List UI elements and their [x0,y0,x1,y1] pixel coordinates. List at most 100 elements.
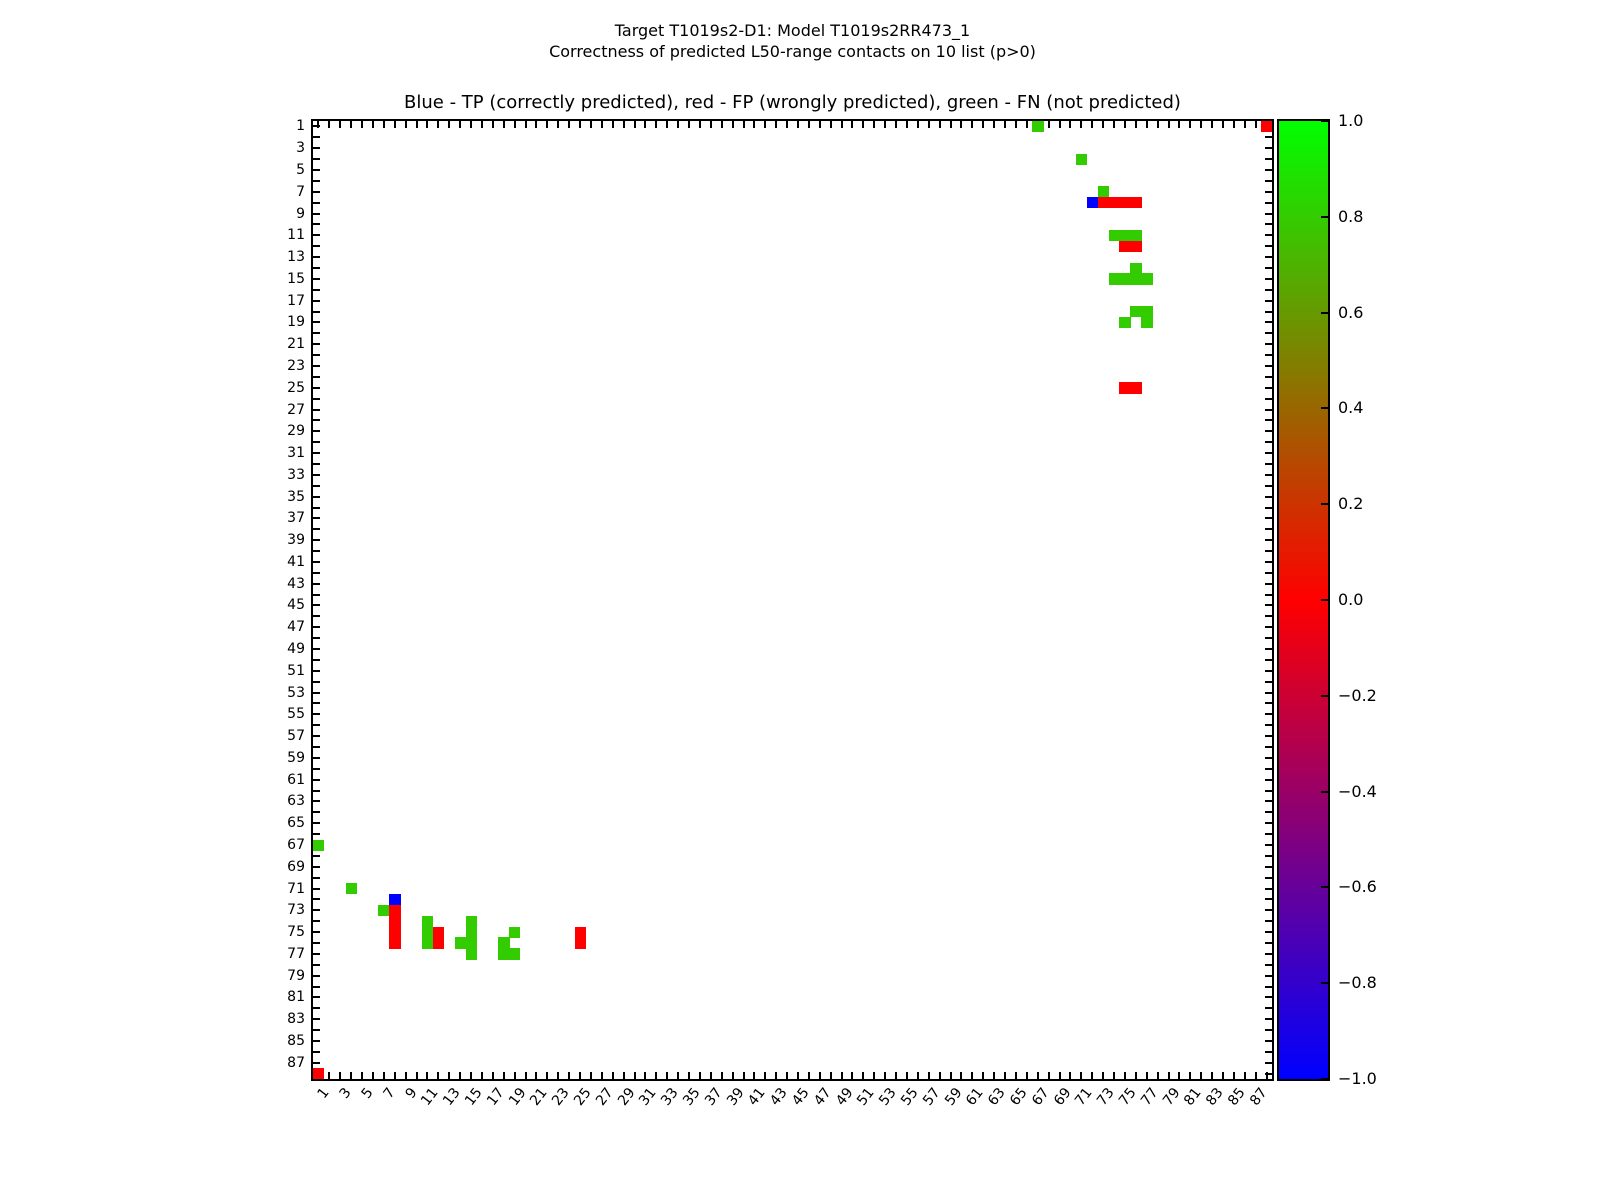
x-tick-bottom [884,1072,887,1079]
y-tick-left [313,1018,320,1021]
y-tick-left [313,256,320,259]
x-tick-bottom [905,1072,908,1079]
y-tick-left [313,506,320,509]
heatmap-cell-fn [1119,273,1131,285]
x-tick-top [971,121,974,128]
x-tick-top [753,121,756,128]
x-tick-bottom [1232,1072,1235,1079]
y-tick-right [1265,669,1272,672]
y-tick-left [313,963,320,966]
y-tick-left [313,974,320,977]
x-tick-top [720,121,723,128]
y-tick-left [313,169,320,171]
x-tick-bottom [927,1072,930,1079]
x-tick-top [1167,121,1170,128]
x-tick-top [350,121,353,128]
y-tick-right [1265,593,1272,596]
colorbar-tick-label: −0.4 [1338,781,1377,801]
x-tick-bottom [829,1072,832,1079]
y-tick-label: 67 [287,836,305,853]
x-tick-top [1200,121,1203,128]
x-tick-bottom [1156,1072,1159,1079]
x-tick-top [1243,121,1246,128]
y-tick-left [313,386,320,389]
x-tick-top [426,121,429,128]
colorbar-tick-label: −0.8 [1338,973,1377,993]
y-tick-right [1265,833,1272,836]
y-tick-right [1265,332,1272,335]
y-tick-label: 75 [287,924,305,940]
axes-title: Blue - TP (correctly predicted), red - F… [404,92,1181,113]
x-tick-bottom [600,1072,603,1079]
x-tick-top [317,121,320,128]
x-tick-bottom [818,1072,821,1079]
y-tick-left [313,528,320,531]
x-tick-bottom [1025,1072,1028,1079]
y-tick-left [313,332,320,335]
y-tick-left [313,833,320,836]
y-tick-left [313,1050,320,1053]
y-tick-left [313,996,320,999]
x-tick-bottom [677,1072,680,1079]
x-tick-top [1123,121,1126,128]
heatmap-cell-fn [1130,229,1142,242]
x-tick-bottom [720,1072,723,1079]
y-tick-right [1265,408,1272,411]
heatmap-cell-fp [1130,240,1142,253]
x-tick-bottom [709,1072,712,1079]
x-tick-bottom [404,1072,407,1079]
y-tick-label: 11 [287,227,305,244]
x-tick-top [655,121,658,128]
y-tick-left [313,1029,320,1031]
x-tick-bottom [1145,1072,1148,1079]
y-tick-right [1265,256,1272,259]
y-tick-right [1265,495,1272,498]
heatmap-cell-fp [432,926,445,938]
heatmap-cell-fp [389,937,401,949]
heatmap-cell-tp [1086,197,1099,209]
colorbar-tick [1321,215,1328,218]
y-tick-label: 83 [287,1011,305,1028]
x-tick-bottom [1004,1072,1006,1079]
y-tick-right [1265,952,1272,955]
heatmap-cell-fp [1097,197,1109,209]
x-tick-bottom [840,1072,843,1079]
y-tick-right [1265,299,1272,302]
y-tick-right [1265,604,1272,607]
figure-suptitle: Target T1019s2-D1: Model T1019s2RR473_1 … [313,20,1272,62]
y-tick-left [313,615,320,618]
x-tick-bottom [350,1072,353,1079]
x-tick-bottom [698,1072,701,1079]
y-tick-label: 31 [287,445,305,461]
colorbar-tick [1321,120,1328,122]
heatmap-cell-fp [1119,240,1131,253]
y-tick-left [313,321,320,324]
x-tick-top [633,121,636,128]
y-tick-left [313,245,320,248]
x-tick-bottom [1036,1072,1039,1079]
colorbar-tick-label: 0.6 [1338,302,1364,322]
x-tick-bottom [1265,1072,1268,1079]
x-tick-top [949,121,952,128]
y-tick-right [1265,876,1272,879]
x-tick-bottom [415,1072,418,1079]
colorbar-tick-label: −1.0 [1338,1069,1377,1088]
y-tick-right [1265,680,1272,683]
y-tick-right [1265,854,1272,857]
y-tick-label: 69 [287,858,305,875]
y-tick-left [313,212,320,215]
x-tick-bottom [557,1072,560,1079]
y-tick-label: 87 [287,1054,305,1071]
x-tick-bottom [448,1072,451,1079]
y-tick-right [1265,800,1272,803]
y-tick-left [313,669,320,672]
x-tick-bottom [960,1072,963,1079]
y-tick-right [1265,245,1272,248]
y-tick-right [1265,147,1272,150]
colorbar [1277,119,1330,1081]
y-tick-left [313,223,320,226]
y-tick-right [1265,343,1272,346]
colorbar-tick-label: 0.2 [1338,494,1364,514]
y-tick-right [1265,560,1272,563]
